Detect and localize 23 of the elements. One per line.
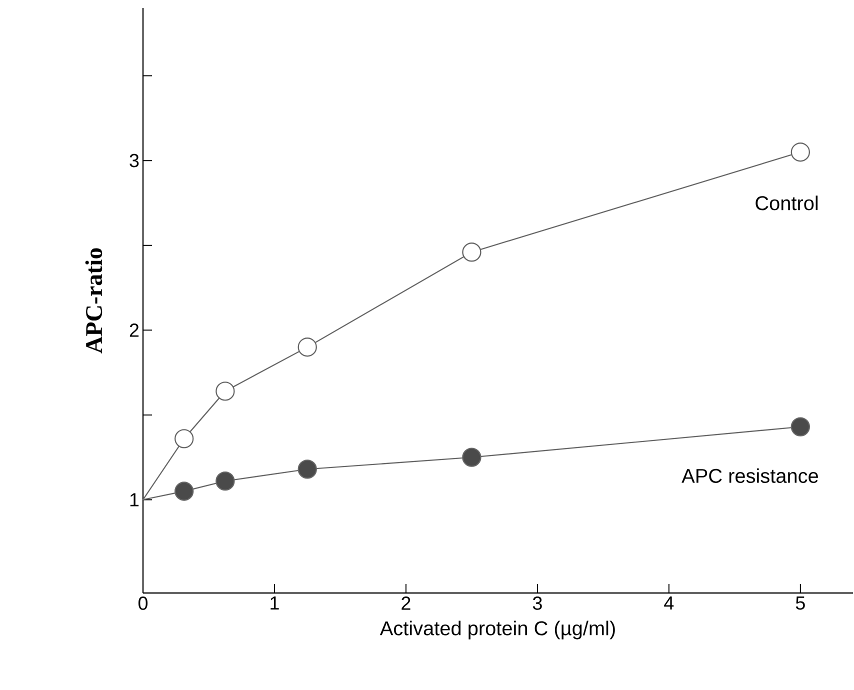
x-tick-label: 5: [796, 596, 805, 610]
point: [462, 242, 482, 262]
point: [790, 142, 810, 162]
x-tick-label: 3: [532, 596, 542, 610]
series-label: Control: [756, 196, 818, 210]
x-tick-label: 1: [270, 596, 279, 610]
y-tick-label: 3: [130, 154, 139, 168]
point: [216, 471, 235, 491]
point: [174, 429, 194, 448]
y-tick-label: 1: [130, 493, 139, 506]
series-label: APC resistance: [682, 468, 818, 483]
x-tick-label: 0: [138, 596, 148, 610]
point: [298, 460, 317, 479]
x-tick-label: 2: [402, 596, 410, 610]
y-axis-title: APC-ratio: [85, 248, 102, 354]
x-axis-title: Activated protein C (µg/ml): [380, 620, 615, 640]
point: [790, 417, 810, 436]
point: [216, 382, 235, 401]
x-tick-label: 4: [664, 596, 674, 610]
y-tick-label: 2: [130, 324, 139, 337]
point: [174, 482, 194, 501]
point: [462, 448, 482, 467]
point: [298, 338, 317, 357]
